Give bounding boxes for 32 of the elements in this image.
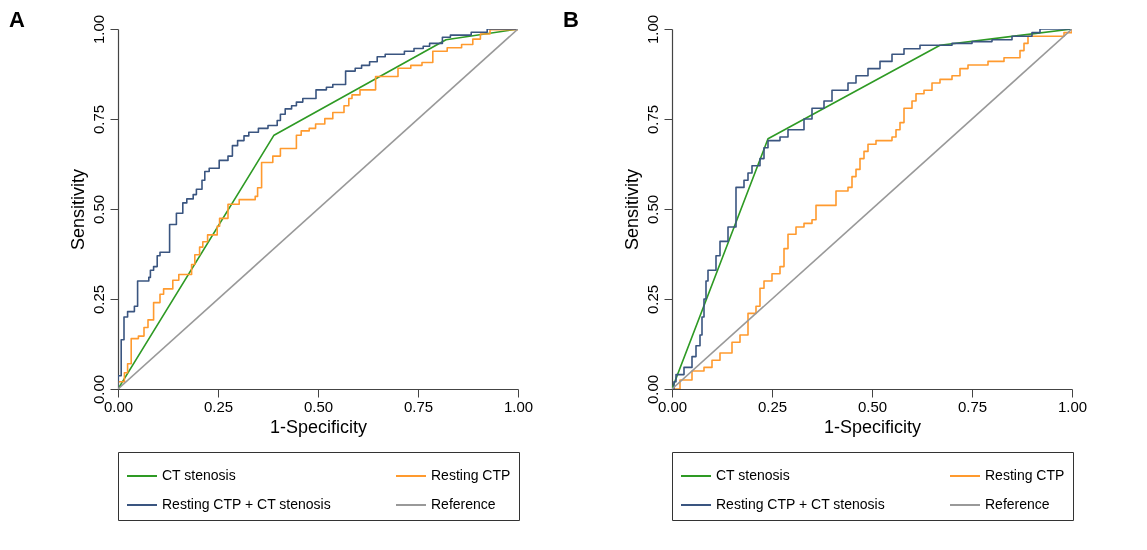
- x-tick-label: 0.75: [957, 397, 988, 415]
- y-tick-label: 1.00: [643, 14, 661, 45]
- y-axis-title: Sensitivity: [67, 168, 88, 251]
- y-tick-label: 1.00: [89, 14, 107, 45]
- x-axis-title: 1-Specificity: [823, 416, 922, 437]
- x-tick-label: 0.00: [657, 397, 688, 415]
- legend-label: Resting CTP: [985, 467, 1065, 483]
- legend-label: CT stenosis: [162, 467, 236, 483]
- y-tick-label: 0.50: [643, 194, 661, 225]
- y-axis-title: Sensitivity: [621, 168, 642, 251]
- x-tick-label: 0.50: [857, 397, 888, 415]
- x-tick-label: 1.00: [503, 397, 534, 415]
- y-tick-label: 0.75: [89, 104, 107, 135]
- chart-title: A: [9, 7, 25, 33]
- y-tick-label: 0.25: [89, 284, 107, 315]
- x-tick-label: 1.00: [1057, 397, 1088, 415]
- x-tick-label: 0.50: [303, 397, 334, 415]
- y-tick-label: 0.75: [643, 104, 661, 135]
- legend-label: CT stenosis: [716, 467, 790, 483]
- legend-label: Resting CTP + CT stenosis: [162, 496, 331, 512]
- legend-label: Reference: [985, 496, 1050, 512]
- y-tick-label: 0.50: [89, 194, 107, 225]
- y-tick-label: 0.25: [643, 284, 661, 315]
- legend-label: Reference: [431, 496, 496, 512]
- x-tick-label: 0.75: [403, 397, 434, 415]
- legend-label: Resting CTP: [431, 467, 511, 483]
- chart-title: B: [563, 7, 579, 33]
- x-axis-title: 1-Specificity: [269, 416, 368, 437]
- x-tick-label: 0.00: [103, 397, 134, 415]
- x-tick-label: 0.25: [757, 397, 788, 415]
- x-tick-label: 0.25: [203, 397, 234, 415]
- legend-label: Resting CTP + CT stenosis: [716, 496, 885, 512]
